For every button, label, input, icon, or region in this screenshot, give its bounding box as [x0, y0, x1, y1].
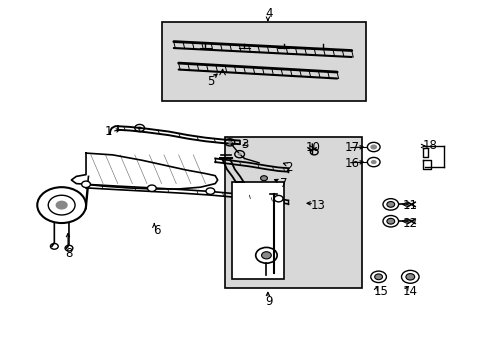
Text: 6: 6 [153, 224, 160, 237]
Circle shape [261, 252, 271, 259]
Text: 10: 10 [305, 141, 320, 154]
Circle shape [382, 216, 398, 227]
Text: 7: 7 [279, 177, 286, 190]
Circle shape [147, 185, 156, 192]
Text: 8: 8 [65, 247, 73, 260]
Circle shape [401, 270, 418, 283]
Circle shape [369, 144, 376, 149]
Text: 2: 2 [284, 161, 291, 174]
Text: 11: 11 [402, 199, 417, 212]
Circle shape [366, 142, 379, 152]
Bar [224, 137, 361, 288]
Circle shape [274, 195, 283, 202]
Circle shape [382, 199, 398, 210]
Text: 17: 17 [344, 141, 359, 154]
Text: 9: 9 [264, 296, 272, 309]
Text: 15: 15 [373, 285, 387, 298]
Circle shape [386, 202, 394, 207]
Text: 14: 14 [402, 285, 417, 298]
Circle shape [255, 247, 277, 263]
Text: 3: 3 [240, 138, 248, 150]
Circle shape [405, 274, 414, 280]
Text: 4: 4 [264, 7, 272, 20]
Circle shape [81, 181, 90, 188]
Circle shape [366, 157, 379, 167]
Circle shape [37, 187, 86, 223]
Circle shape [374, 274, 382, 280]
Text: 13: 13 [309, 199, 325, 212]
Circle shape [370, 160, 376, 164]
Circle shape [386, 219, 394, 224]
Polygon shape [71, 153, 217, 189]
Circle shape [370, 271, 386, 283]
Text: 12: 12 [402, 216, 417, 230]
Circle shape [227, 141, 231, 144]
Bar [232, 182, 283, 279]
Circle shape [205, 188, 214, 194]
Circle shape [56, 201, 68, 210]
Circle shape [260, 176, 267, 181]
Text: 18: 18 [422, 139, 436, 152]
Text: 1: 1 [104, 125, 111, 138]
Text: 16: 16 [344, 157, 359, 170]
Text: 5: 5 [206, 75, 214, 88]
Circle shape [237, 153, 241, 156]
Bar [161, 22, 366, 101]
Circle shape [138, 127, 142, 130]
